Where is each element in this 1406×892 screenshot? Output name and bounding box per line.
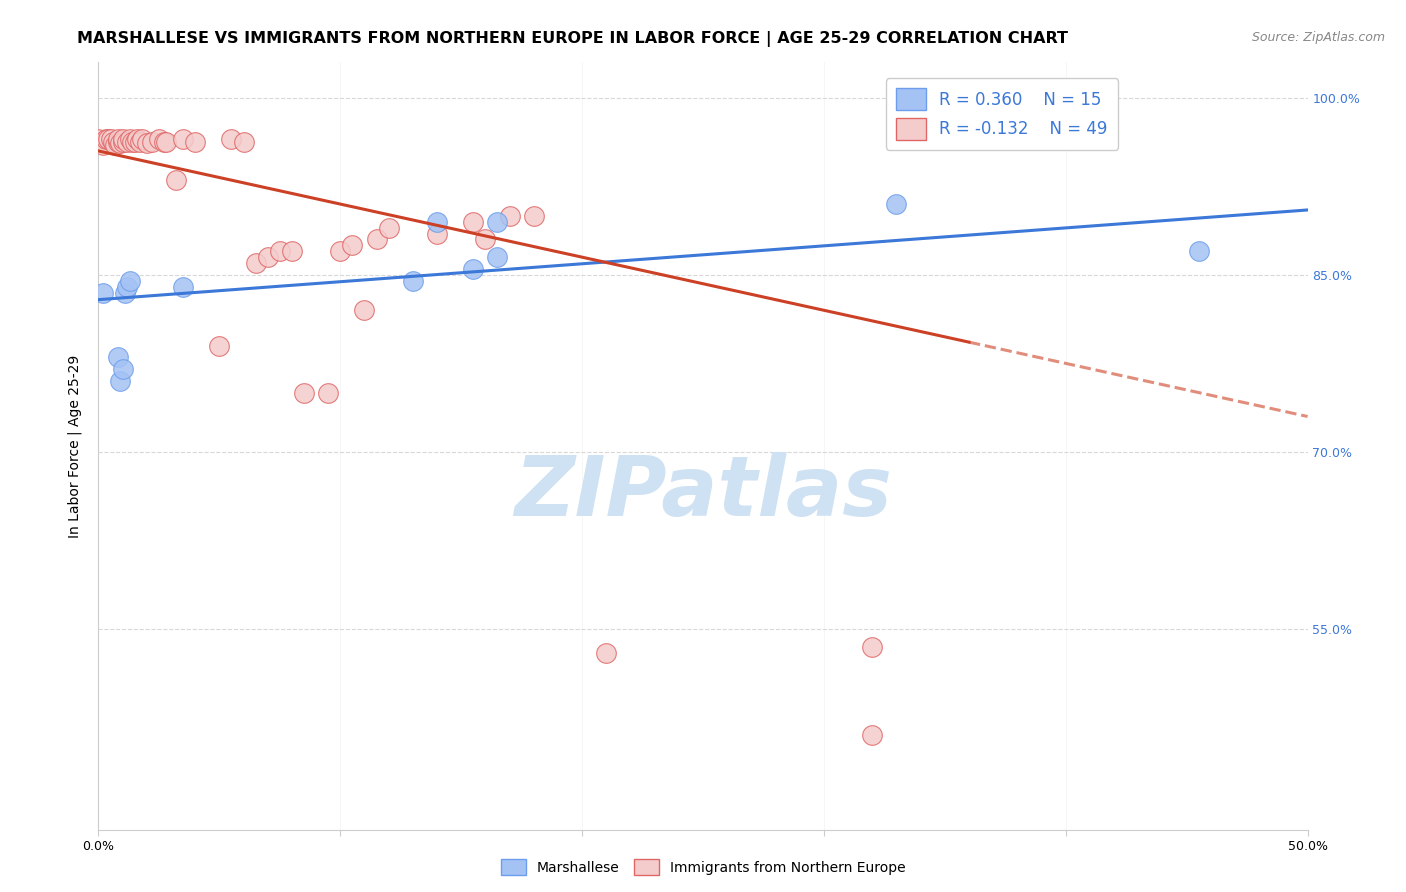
Point (172, 132, 194, 146)
Point (486, 250, 509, 264)
Point (221, 132, 243, 146)
Point (232, 135, 254, 149)
Point (118, 274, 141, 288)
Point (121, 135, 143, 149)
Point (111, 135, 134, 149)
Point (377, 220, 399, 235)
Point (91, 285, 114, 300)
Point (107, 135, 129, 149)
Text: ZIPatlas: ZIPatlas (515, 451, 891, 533)
Point (117, 279, 139, 293)
Point (117, 135, 139, 149)
Point (148, 132, 170, 146)
Point (184, 135, 207, 149)
Point (108, 374, 131, 388)
Point (353, 303, 375, 318)
Point (107, 351, 129, 365)
Point (256, 250, 278, 264)
Point (141, 135, 163, 149)
Point (463, 262, 485, 277)
Point (426, 215, 449, 229)
Point (316, 385, 339, 400)
Point (595, 646, 617, 660)
Point (523, 209, 546, 223)
Point (87, 132, 110, 146)
Legend: R = 0.360    N = 15, R = -0.132    N = 49: R = 0.360 N = 15, R = -0.132 N = 49 (886, 78, 1118, 150)
Point (128, 135, 150, 149)
Legend: Marshallese, Immigrants from Northern Europe: Marshallese, Immigrants from Northern Eu… (495, 854, 911, 880)
Point (94, 132, 117, 146)
Point (329, 244, 352, 259)
Point (860, 640, 883, 654)
Point (118, 132, 141, 146)
Point (1188, 244, 1211, 259)
Text: MARSHALLESE VS IMMIGRANTS FROM NORTHERN EUROPE IN LABOR FORCE | AGE 25-29 CORREL: MARSHALLESE VS IMMIGRANTS FROM NORTHERN … (77, 31, 1069, 47)
Point (486, 215, 509, 229)
Point (269, 244, 291, 259)
Point (104, 138, 127, 153)
Point (463, 215, 485, 229)
Point (165, 173, 187, 187)
Point (131, 132, 153, 146)
Point (342, 238, 364, 252)
Point (152, 135, 174, 149)
Point (114, 285, 136, 300)
Point (155, 135, 177, 149)
Point (124, 135, 146, 149)
Point (127, 132, 149, 146)
Point (402, 274, 425, 288)
Point (860, 728, 883, 742)
Point (101, 135, 124, 149)
Point (172, 279, 194, 293)
Point (135, 136, 157, 150)
Point (208, 339, 231, 353)
Point (100, 132, 122, 146)
Text: Source: ZipAtlas.com: Source: ZipAtlas.com (1251, 31, 1385, 45)
Point (366, 232, 388, 246)
Point (97, 132, 120, 146)
Point (292, 385, 315, 400)
Point (108, 136, 131, 150)
Point (245, 256, 267, 270)
Y-axis label: In Labor Force | Age 25-29: In Labor Force | Age 25-29 (67, 354, 83, 538)
Point (426, 227, 449, 241)
Point (281, 244, 304, 259)
Point (474, 232, 496, 246)
Point (111, 362, 134, 376)
Point (111, 132, 134, 146)
Point (886, 197, 908, 211)
Point (91, 138, 114, 153)
Point (498, 209, 520, 223)
Point (107, 132, 129, 146)
